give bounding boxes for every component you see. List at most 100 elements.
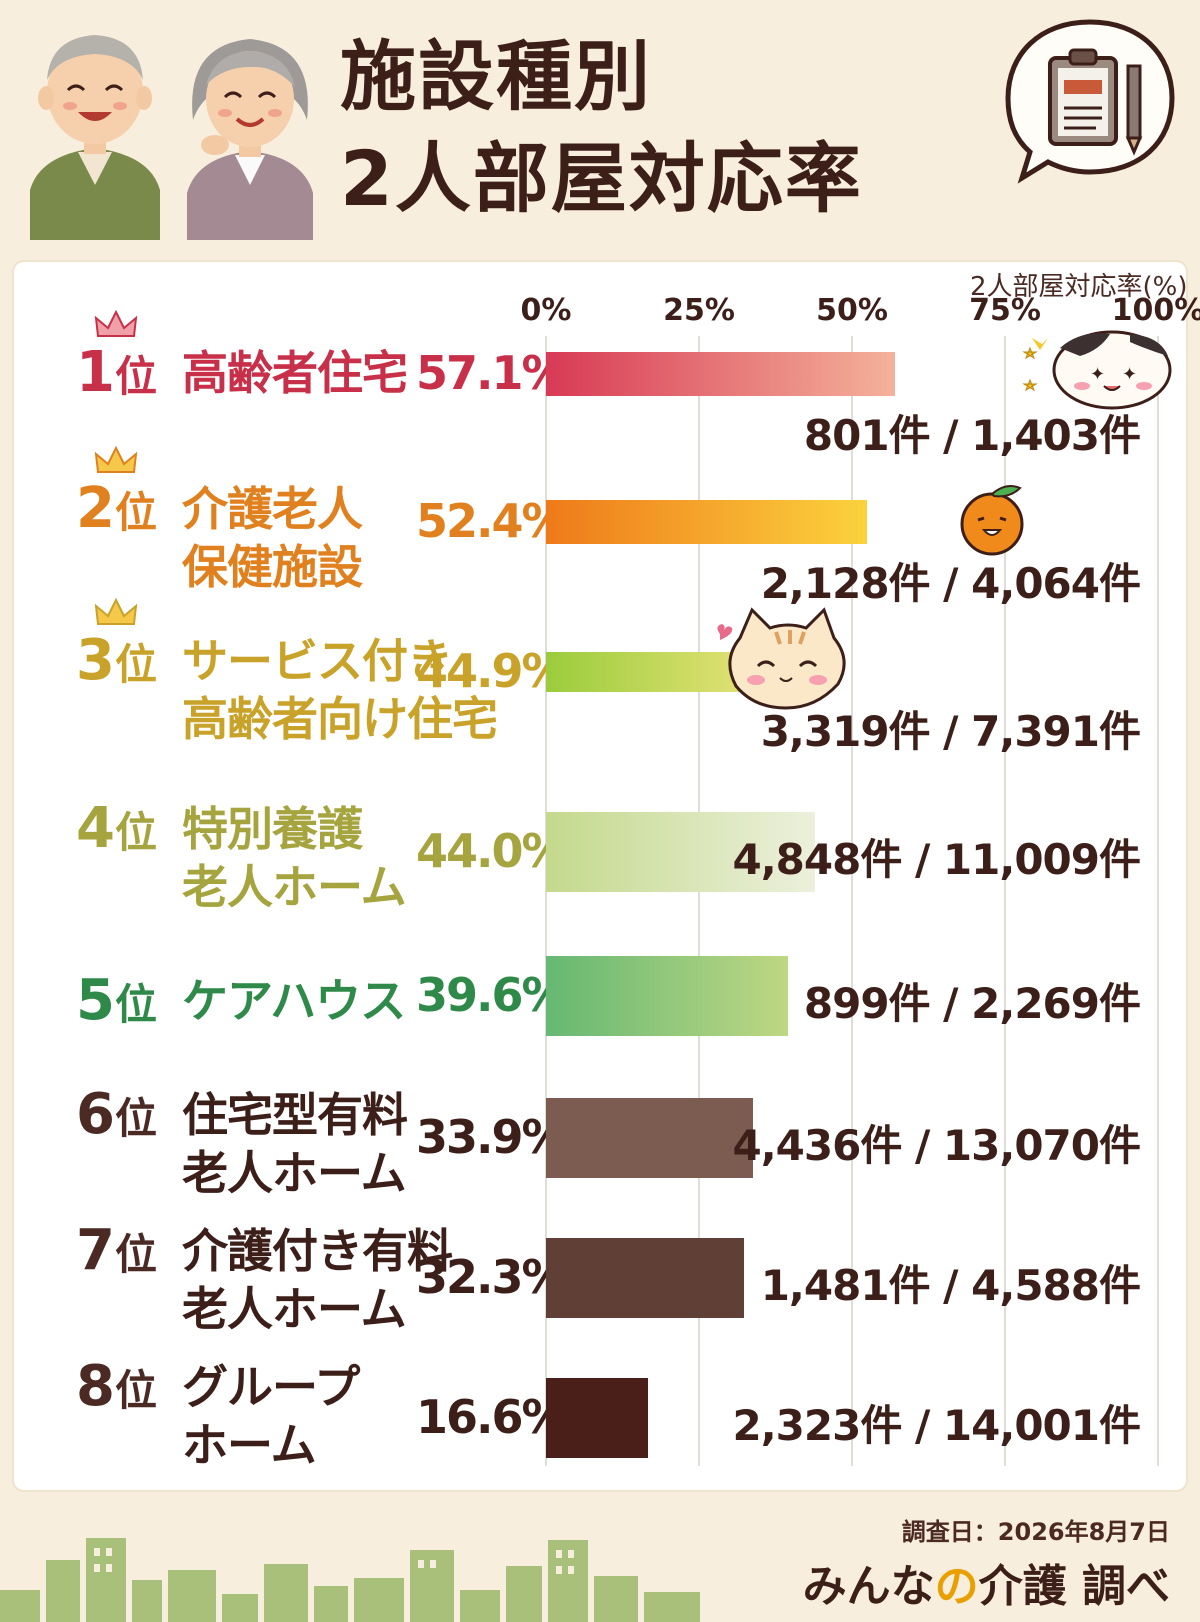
count-label: 801件 / 1,403件 [803, 411, 1141, 460]
x-tick-label: 100% [1111, 293, 1200, 328]
category-name-line: 高齢者住宅 [182, 346, 408, 400]
bar [546, 812, 816, 892]
category-name-line: サービス付き [182, 634, 453, 688]
rank-number: 5 [76, 968, 115, 1033]
bar [546, 956, 789, 1036]
rank-label: 2位 [76, 476, 157, 541]
x-tick-label: 25% [663, 293, 735, 328]
cat-face-sticker-icon: ✦ ✦ [1022, 330, 1172, 410]
rank-label: 4位 [76, 796, 157, 861]
rank-suffix: 位 [114, 488, 157, 537]
logo-part-3: 介護 [978, 1561, 1067, 1612]
title-line-1: 施設種別 [340, 32, 652, 121]
bar [546, 352, 896, 396]
rank-suffix: 位 [114, 808, 157, 857]
bar [546, 1238, 744, 1318]
title-line-2: 2人部屋対応率 [340, 134, 863, 223]
category-name-line: 老人ホーム [182, 1146, 407, 1200]
rank-number: 8 [76, 1354, 115, 1419]
percent-label: 57.1% [416, 346, 568, 400]
count-label: 1,481件 / 4,588件 [760, 1261, 1141, 1310]
logo-part-1: みんな [802, 1561, 935, 1612]
count-label: 3,319件 / 7,391件 [760, 707, 1141, 756]
count-label: 2,323件 / 14,001件 [732, 1401, 1141, 1450]
rank-label: 1位 [76, 340, 157, 405]
clipboard-bubble-icon [1005, 19, 1175, 184]
category-name-line: 保健施設 [182, 540, 363, 594]
category-name: 介護老人 保健施設 [182, 480, 363, 596]
percent-label: 44.9% [416, 644, 568, 698]
category-name-line: 老人ホーム [182, 1282, 407, 1336]
rank-suffix: 位 [114, 980, 157, 1029]
category-name-line: 特別養護 [182, 802, 363, 856]
category-name-line: 介護付き有料 [182, 1224, 453, 1278]
page-title: 施設種別 2人部屋対応率 [340, 26, 863, 230]
crown-icon [94, 446, 138, 473]
axis-unit-label: 2人部屋対応率(%) [970, 272, 1188, 302]
rank-number: 3 [76, 628, 115, 693]
percent-label: 52.4% [416, 494, 568, 548]
percent-label: 16.6% [416, 1390, 568, 1444]
rank-number: 6 [76, 1082, 115, 1147]
gridline [1157, 336, 1159, 1466]
rank-suffix: 位 [114, 352, 157, 401]
rank-suffix: 位 [114, 1366, 157, 1415]
brand-logo: みんなの介護 調べ [803, 1550, 1170, 1614]
rank-label: 8位 [76, 1354, 157, 1419]
category-name: 住宅型有料 老人ホーム [182, 1086, 408, 1202]
orange-fruit-sticker-icon [960, 485, 1024, 556]
x-tick-label: 75% [969, 293, 1041, 328]
x-tick-label: 50% [816, 293, 888, 328]
crown-icon [94, 598, 138, 625]
category-name: 介護付き有料 老人ホーム [182, 1222, 453, 1338]
rank-number: 4 [76, 796, 115, 861]
category-name-line: ホーム [182, 1418, 317, 1472]
rank-suffix: 位 [114, 1230, 157, 1279]
smiling-cat-sticker-icon [717, 607, 846, 710]
category-name-line: 住宅型有料 [182, 1088, 408, 1142]
bar [546, 1378, 648, 1458]
elderly-man-illustration [30, 35, 160, 240]
gridline [851, 336, 853, 1466]
gridline [1004, 336, 1006, 1466]
gridline [545, 336, 547, 1466]
rank-suffix: 位 [114, 640, 157, 689]
percent-label: 33.9% [416, 1110, 568, 1164]
svg-text:✦: ✦ [1122, 364, 1137, 385]
rank-number: 1 [76, 340, 115, 405]
crown-icon [94, 310, 138, 337]
category-name-line: 老人ホーム [182, 860, 407, 914]
gridline [698, 336, 700, 1466]
rank-suffix: 位 [114, 1094, 157, 1143]
rank-number: 2 [76, 476, 115, 541]
elderly-woman-illustration [187, 39, 313, 240]
count-label: 2,128件 / 4,064件 [760, 559, 1141, 608]
category-name: ケアハウス [182, 972, 406, 1030]
bar [546, 1098, 754, 1178]
bar [546, 500, 867, 544]
rank-label: 3位 [76, 628, 157, 693]
percent-label: 32.3% [416, 1250, 568, 1304]
count-label: 4,436件 / 13,070件 [732, 1121, 1141, 1170]
rank-label: 6位 [76, 1082, 157, 1147]
category-name: グループ ホーム [182, 1358, 360, 1474]
percent-label: 39.6% [416, 968, 568, 1022]
x-tick-label: 0% [520, 293, 572, 328]
rank-label: 7位 [76, 1218, 157, 1283]
logo-part-4: 調べ [1066, 1561, 1170, 1612]
rank-number: 7 [76, 1218, 115, 1283]
percent-label: 44.0% [416, 824, 568, 878]
category-name: 高齢者住宅 [182, 344, 408, 402]
category-name-line: 介護老人 [182, 482, 363, 536]
category-name-line: グループ [182, 1360, 360, 1414]
rank-label: 5位 [76, 968, 157, 1033]
city-skyline-decoration [0, 1538, 700, 1622]
category-name: 特別養護 老人ホーム [182, 800, 407, 916]
category-name-line: ケアハウス [182, 974, 406, 1028]
count-label: 899件 / 2,269件 [803, 979, 1141, 1028]
logo-part-2: の [934, 1561, 979, 1612]
svg-text:✦: ✦ [1090, 364, 1105, 385]
header: 施設種別 2人部屋対応率 [0, 0, 1200, 255]
survey-date: 調査日：2026年8月7日 [901, 1518, 1170, 1546]
count-label: 4,848件 / 11,009件 [732, 835, 1141, 884]
